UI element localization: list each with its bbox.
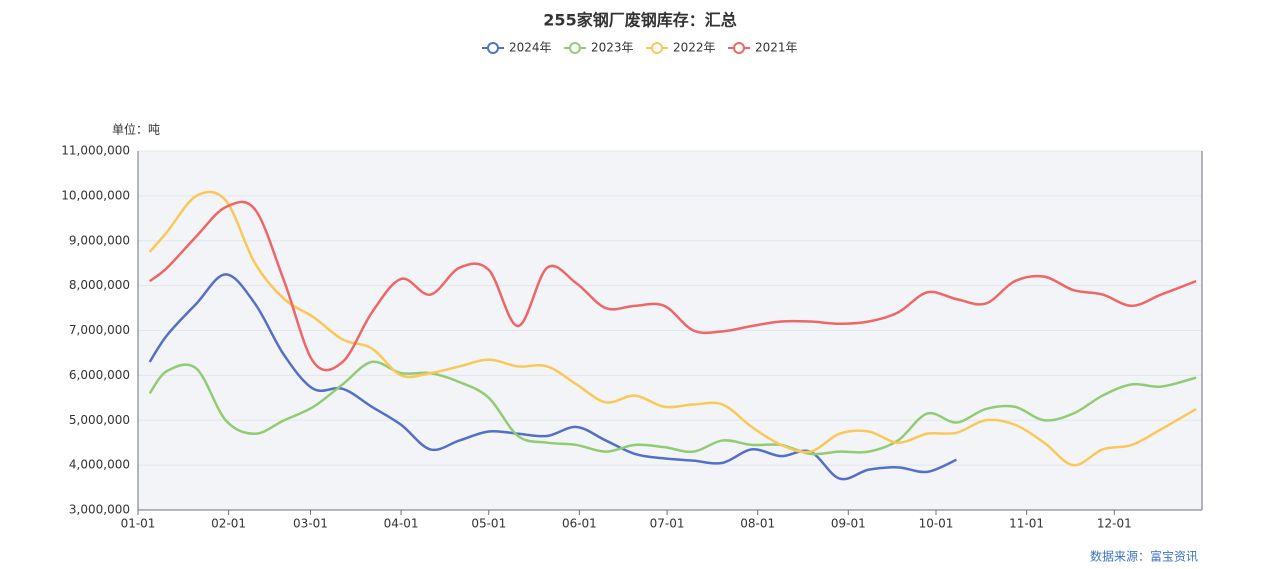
- x-tick-label: 07-01: [650, 517, 685, 531]
- x-tick-label: 08-01: [740, 517, 775, 531]
- x-tick-label: 02-01: [211, 517, 246, 531]
- y-tick-label: 6,000,000: [69, 368, 130, 382]
- x-tick-label: 06-01: [562, 517, 597, 531]
- y-tick-label: 10,000,000: [61, 188, 130, 202]
- legend-marker: [733, 42, 745, 54]
- legend-item[interactable]: 2023年: [564, 41, 634, 55]
- x-tick-label: 04-01: [384, 517, 419, 531]
- legend-marker: [651, 42, 663, 54]
- legend-item[interactable]: 2024年: [482, 41, 552, 55]
- x-tick-label: 01-01: [121, 517, 156, 531]
- legend-marker: [487, 42, 499, 54]
- legend-label: 2023年: [591, 41, 634, 55]
- chart-title: 255家钢厂废钢库存：汇总: [543, 11, 736, 30]
- legend: 2024年 2023年 2022年 2021年: [482, 41, 798, 55]
- legend-item[interactable]: 2021年: [728, 41, 798, 55]
- y-tick-label: 7,000,000: [69, 323, 130, 337]
- x-tick-label: 09-01: [831, 517, 866, 531]
- x-tick-label: 05-01: [471, 517, 506, 531]
- y-tick-label: 11,000,000: [61, 144, 130, 158]
- y-unit-label: 单位：吨: [112, 122, 160, 137]
- legend-label: 2024年: [509, 41, 552, 55]
- y-tick-label: 3,000,000: [69, 503, 130, 517]
- y-tick-label: 8,000,000: [69, 278, 130, 292]
- y-tick-label: 5,000,000: [69, 413, 130, 427]
- series-line: [148, 360, 1197, 456]
- legend-item[interactable]: 2022年: [646, 41, 716, 55]
- series-line: [148, 200, 1197, 372]
- legend-label: 2022年: [673, 41, 716, 55]
- legend-marker: [569, 42, 581, 54]
- y-tick-label: 4,000,000: [69, 458, 130, 472]
- source-note: 数据来源：富宝资讯: [1090, 549, 1198, 564]
- x-tick-label: 10-01: [919, 517, 954, 531]
- series-line: [148, 273, 957, 481]
- legend-label: 2021年: [755, 41, 798, 55]
- y-tick-label: 9,000,000: [69, 233, 130, 247]
- series-line: [148, 190, 1197, 467]
- x-tick-label: 11-01: [1009, 517, 1044, 531]
- x-tick-label: 12-01: [1097, 517, 1132, 531]
- x-tick-label: 03-01: [293, 517, 328, 531]
